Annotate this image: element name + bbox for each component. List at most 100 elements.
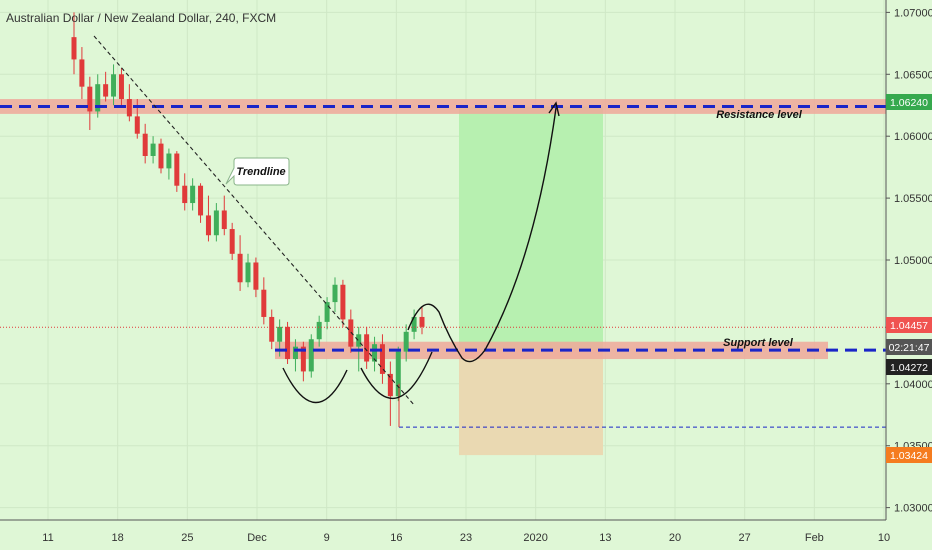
candle [387,361,393,426]
pattern-bottom-2 [360,351,433,399]
price-tick-label: 1.06000 [894,131,932,143]
candle-body [182,185,188,204]
candle [229,222,235,260]
candle [190,178,196,211]
candle [253,257,259,298]
pattern-bottom-1 [282,367,348,404]
current-price: 1.04457 [890,320,928,332]
candle-body [71,37,77,60]
time-tick-label: 13 [599,532,611,544]
price-tick-label: 1.05000 [894,255,932,267]
candle [166,148,172,180]
price-tick-label: 1.04000 [894,379,932,391]
candle-body [372,344,378,362]
candle [292,339,298,372]
candle [395,346,401,402]
candle-body [277,326,283,342]
candle-body [150,143,156,156]
stop-price: 1.03424 [890,450,928,462]
pattern-projection [407,107,557,363]
candle [300,341,306,382]
candle-body [158,143,164,169]
candle-body [205,215,211,236]
target-area [459,106,603,351]
time-tick-label: 16 [390,532,402,544]
time-tick-label: 10 [878,532,890,544]
candle-body [316,321,322,340]
candle-body [103,84,109,97]
time-tick-label: 23 [460,532,472,544]
candle [111,64,117,106]
support-price-badge: 1.04272 [886,359,932,375]
time-tick-label: 27 [739,532,751,544]
projection-arrowhead [548,101,560,117]
candle-body [229,229,235,254]
price-tick-label: 1.03000 [894,503,932,515]
candle-body [126,99,132,117]
candle [221,195,227,236]
candle-body [166,153,172,169]
candle [372,336,378,372]
candle [403,324,409,362]
price-tick-label: 1.05500 [894,193,932,205]
candle [348,309,354,353]
trendline[interactable] [93,35,416,407]
candle-body [332,284,338,303]
candle-body [419,316,425,327]
candle [245,253,251,288]
candle-body [245,262,251,283]
candle-body [87,86,93,112]
candle [285,321,291,364]
price-axis-background [886,0,932,520]
candle [340,279,346,327]
candle-body [356,334,362,347]
candlestick-series [71,12,425,426]
candle [261,277,267,325]
candle-body [308,339,314,372]
candle-body [269,316,275,342]
time-tick-label: Feb [805,532,824,544]
candle [205,195,211,242]
candle-body [395,351,401,397]
candle [71,12,77,75]
time-tick-label: 20 [669,532,681,544]
candle-body [292,346,298,360]
stop-area [459,350,603,456]
candle [213,203,219,242]
candle-body [190,185,196,204]
support-label: Support level [723,337,794,349]
candle [308,334,314,378]
current-price-badge: 1.04457 [886,317,932,333]
candle [324,297,330,330]
time-axis[interactable]: 11 18 25 Dec 9 16 23 2020 13 20 27 Feb 10 [42,532,890,544]
candle [158,138,164,174]
candle-body [387,373,393,397]
countdown-badge: 02:21:47 [886,339,932,355]
price-tick-label: 1.06500 [894,69,932,81]
candle [419,307,425,335]
candle-body [340,284,346,320]
candle [142,123,148,164]
candle [118,68,124,106]
trendline-callout: Trendline [225,157,290,186]
candle [198,183,204,223]
candle [364,326,370,369]
resistance-price: 1.06240 [890,97,928,109]
candle-body [403,331,409,352]
candle [379,334,385,384]
price-axis[interactable]: 1.07000 1.06500 1.06000 1.05500 1.05000 1.040… [886,7,932,515]
support-price: 1.04272 [890,362,928,374]
candle [332,277,338,312]
price-tick-label: 1.07000 [894,7,932,19]
candle-body [111,74,117,97]
candle-body [174,153,180,186]
candle [182,173,188,211]
candle-body [261,289,267,317]
time-tick-label: 11 [42,532,53,544]
candle [87,76,93,130]
candle-body [198,185,204,216]
candle-body [285,326,291,360]
candle [174,151,180,192]
chart-title: Australian Dollar / New Zealand Dollar, … [6,11,276,25]
